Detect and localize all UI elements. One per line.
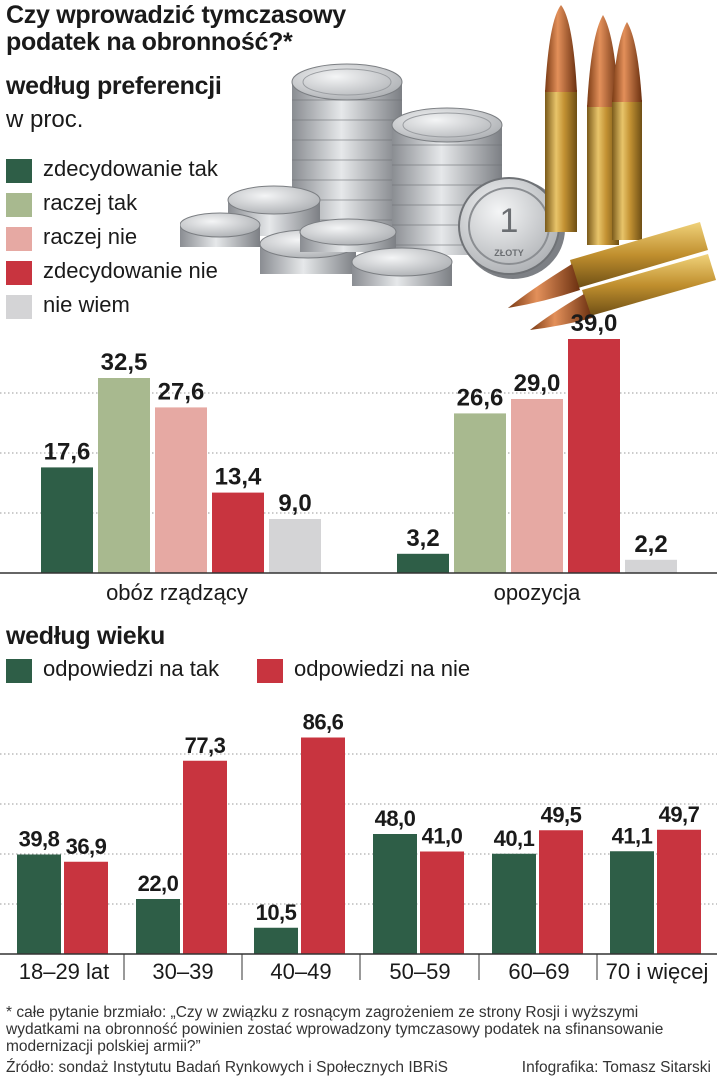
legend-item-nie: odpowiedzi na nie [257, 656, 557, 686]
data-label: 77,3 [185, 733, 226, 758]
data-label: 49,7 [659, 802, 700, 827]
data-label: 26,6 [457, 384, 504, 411]
bar-3-0 [212, 492, 264, 573]
coin-text: ZŁOTY [494, 248, 524, 258]
bar-0-4 [492, 853, 536, 954]
coin-front: 1 ZŁOTY [458, 177, 565, 279]
category-label: 30–39 [152, 959, 213, 984]
legend-swatch [6, 193, 32, 217]
legend-age: odpowiedzi na tak odpowiedzi na nie [6, 656, 606, 686]
legend-label: zdecydowanie nie [43, 258, 218, 283]
unit-label: w proc. [6, 106, 84, 133]
legend-label: nie wiem [43, 292, 130, 317]
data-label: 41,0 [422, 824, 463, 849]
data-label: 9,0 [278, 490, 311, 517]
legend-swatch [6, 261, 32, 285]
legend-item-zdecydowanie-nie: zdecydowanie nie [6, 258, 306, 288]
bar-1-2 [301, 737, 345, 954]
data-label: 17,6 [44, 438, 91, 465]
coin-stack-small [180, 185, 453, 286]
footnote: * całe pytanie brzmiało: „Czy w związku … [6, 1004, 664, 1055]
legend-swatch [6, 295, 32, 319]
data-label: 10,5 [256, 900, 297, 925]
data-label: 27,6 [158, 378, 205, 405]
bar-1-3 [420, 851, 464, 954]
section1-title: według preferencji [6, 72, 222, 100]
data-label: 41,1 [612, 823, 653, 848]
coin-value: 1 [500, 202, 519, 240]
data-label: 40,1 [494, 826, 535, 851]
credit: Infografika: Tomasz Sitarski [521, 1059, 711, 1076]
bar-1-1 [183, 760, 227, 954]
data-label: 86,6 [303, 710, 344, 735]
bar-0-0 [17, 854, 61, 954]
legend-label: odpowiedzi na tak [43, 656, 220, 681]
section2-title: według wieku [6, 622, 165, 650]
legend-swatch [257, 659, 283, 683]
legend-label: raczej nie [43, 224, 138, 249]
category-label: opozycja [494, 580, 582, 605]
legend-label: raczej tak [43, 190, 138, 215]
coins-bullets-illustration: 1 ZŁOTY [180, 5, 716, 330]
category-label: 40–49 [270, 959, 331, 984]
legend-item-nie-wiem: nie wiem [6, 292, 306, 322]
bar-2-0 [155, 407, 207, 573]
legend-swatch [6, 659, 32, 683]
bullets-standing [545, 5, 642, 245]
bar-0-3 [373, 834, 417, 954]
data-label: 48,0 [375, 806, 416, 831]
bar-0-1 [397, 553, 449, 573]
legend-swatch [6, 159, 32, 183]
data-label: 2,2 [634, 531, 667, 558]
data-label: 39,0 [571, 310, 618, 337]
infographic-title: Czy wprowadzić tymczasowy podatek na obr… [6, 1, 346, 56]
category-label: 18–29 lat [19, 959, 110, 984]
bullets-lying [508, 222, 716, 330]
legend-item-zdecydowanie-tak: zdecydowanie tak [6, 156, 306, 186]
bar-1-1 [454, 413, 506, 573]
bar-2-1 [511, 399, 563, 573]
category-label: 70 i więcej [606, 959, 709, 984]
data-label: 39,8 [19, 827, 60, 852]
category-label: obóz rządzący [106, 580, 248, 605]
bar-0-1 [136, 899, 180, 954]
category-label: 60–69 [508, 959, 569, 984]
data-label: 22,0 [138, 871, 179, 896]
data-label: 32,5 [101, 349, 148, 376]
category-label: 50–59 [389, 959, 450, 984]
legend-item-tak: odpowiedzi na tak [6, 656, 256, 686]
legend-item-raczej-nie: raczej nie [6, 224, 306, 254]
coin-stack-right [391, 107, 503, 255]
legend-label: zdecydowanie tak [43, 156, 218, 181]
legend-label: odpowiedzi na nie [294, 656, 471, 681]
bar-0-2 [254, 927, 298, 954]
bar-1-0 [98, 378, 150, 573]
bar-0-0 [41, 467, 93, 573]
bar-4-0 [269, 519, 321, 573]
bar-1-5 [657, 829, 701, 954]
source: Źródło: sondaż Instytutu Badań Rynkowych… [6, 1059, 448, 1076]
data-label: 49,5 [541, 802, 582, 827]
bar-3-1 [568, 339, 620, 573]
data-label: 13,4 [215, 464, 262, 491]
legend-swatch [6, 227, 32, 251]
data-label: 3,2 [406, 525, 439, 552]
data-label: 36,9 [66, 834, 107, 859]
legend-item-raczej-tak: raczej tak [6, 190, 306, 220]
data-label: 29,0 [514, 370, 561, 397]
bar-4-1 [625, 559, 677, 573]
bar-0-5 [610, 851, 654, 954]
bar-1-0 [64, 861, 108, 954]
bar-1-4 [539, 830, 583, 954]
